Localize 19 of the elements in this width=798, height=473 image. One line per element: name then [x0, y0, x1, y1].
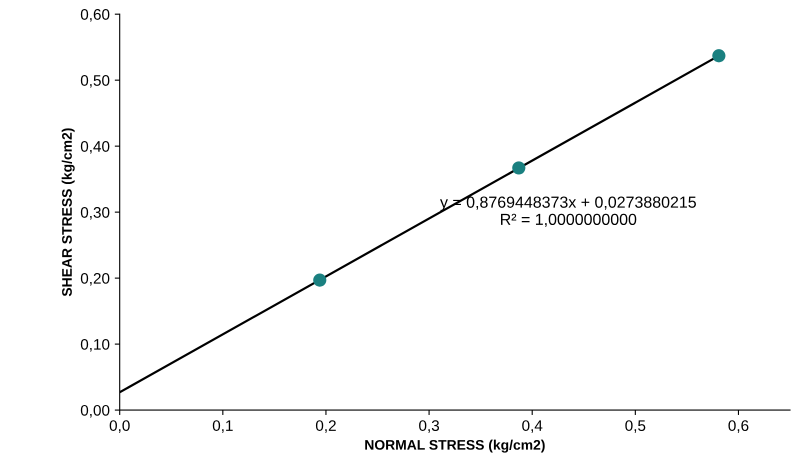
y-tick-label: 0,00 [80, 404, 110, 418]
y-axis-title: SHEAR STRESS (kg/cm2) [62, 128, 75, 296]
y-tick-label: 0,20 [80, 272, 110, 286]
x-tick-label: 0,5 [625, 420, 646, 433]
x-axis-title: NORMAL STRESS (kg/cm2) [365, 440, 545, 453]
x-tick-label: 0,0 [110, 420, 130, 433]
x-tick-label: 0,1 [212, 420, 233, 433]
y-tick-label: 0,40 [80, 141, 110, 154]
point [512, 161, 526, 175]
x-tick-label: 0,4 [522, 420, 542, 433]
x-tick-label: 0,2 [316, 420, 336, 433]
x-tick-label: 0,6 [728, 420, 748, 433]
y-tick-label: 0,50 [80, 75, 110, 88]
y-tick-label: 0,10 [80, 338, 110, 352]
y-tick-label: 0,30 [80, 207, 110, 220]
y-tick-label: 0,60 [80, 9, 110, 22]
point [313, 274, 326, 287]
x-tick-label: 0,3 [419, 420, 440, 433]
point [712, 49, 726, 62]
